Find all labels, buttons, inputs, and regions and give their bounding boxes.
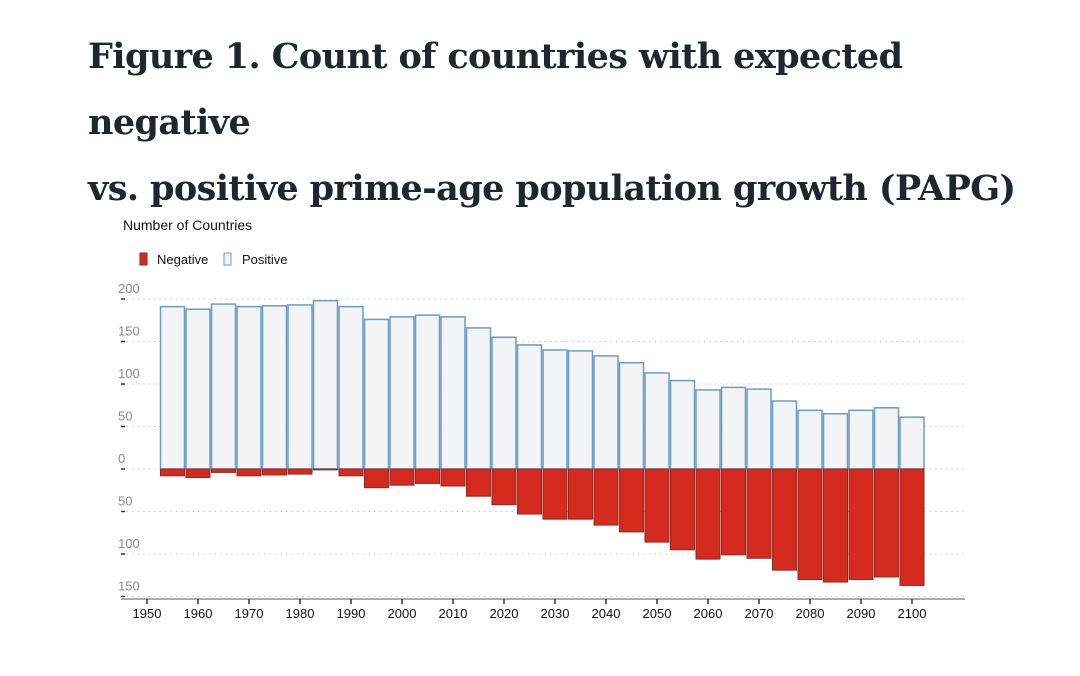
- legend-swatch-negative: [139, 252, 148, 266]
- bar-positive: [338, 305, 364, 470]
- bar-positive: [797, 409, 823, 470]
- x-tick-label: 2070: [745, 606, 774, 621]
- bar-positive: [516, 344, 543, 470]
- y-axis: 200 150 100 50 0 50 100 150: [118, 281, 140, 598]
- bar-positive: [720, 386, 747, 470]
- bar-negative: [823, 468, 848, 583]
- y-tick-label: 200: [118, 281, 140, 296]
- bar-positive: [236, 305, 262, 470]
- bar-negative: [644, 468, 670, 543]
- bar-negative: [899, 468, 925, 586]
- bar-negative: [287, 468, 313, 475]
- bar-positive: [746, 388, 772, 470]
- bar-positive: [312, 299, 339, 470]
- bar-positive: [389, 316, 415, 470]
- y-tick-label: 0: [118, 451, 125, 466]
- bar-negative: [593, 468, 619, 526]
- figure-title: Figure 1. Count of countries with expect…: [88, 24, 1048, 222]
- y-tick-label: 150: [118, 579, 140, 594]
- bar-positive: [567, 350, 594, 470]
- bar-positive: [593, 355, 619, 470]
- x-axis: 1950 1960 1970 1980 1990 2000 2010 2020 2030 2040…: [121, 598, 965, 621]
- bars: [159, 299, 925, 586]
- bar-positive: [261, 305, 288, 470]
- bar-negative: [440, 468, 466, 487]
- bar-negative: [466, 468, 491, 497]
- bar-negative: [568, 468, 593, 520]
- bar-positive: [873, 407, 900, 470]
- bar-positive: [287, 304, 313, 470]
- y-tick-label: 100: [118, 536, 140, 551]
- bar-positive: [644, 372, 670, 470]
- legend-swatch-positive: [223, 252, 232, 266]
- x-tick-label: 2050: [643, 606, 672, 621]
- x-tick-label: 2000: [388, 606, 417, 621]
- bar-negative: [670, 468, 695, 551]
- bar-negative: [415, 468, 440, 484]
- bar-positive: [210, 303, 237, 470]
- bar-negative: [313, 468, 338, 471]
- bar-positive: [899, 416, 925, 470]
- bar-negative: [848, 468, 874, 580]
- x-tick-label: 2040: [592, 606, 621, 621]
- bar-negative: [746, 468, 772, 559]
- bar-negative: [542, 468, 568, 520]
- x-tick-label: 2030: [541, 606, 570, 621]
- bar-negative: [797, 468, 823, 580]
- bar-positive: [491, 336, 517, 470]
- bar-negative: [874, 468, 899, 578]
- figure-title-line-2: vs. positive prime-age population growth…: [88, 168, 1016, 209]
- bar-negative: [160, 468, 185, 477]
- y-tick-label: 50: [118, 409, 132, 424]
- bar-positive: [185, 308, 211, 470]
- bar-positive: [822, 413, 849, 470]
- bar-positive: [440, 316, 466, 470]
- bar-negative: [211, 468, 236, 473]
- x-tick-label: 1990: [337, 606, 366, 621]
- bar-positive: [771, 400, 798, 470]
- bar-negative: [389, 468, 415, 486]
- bar-positive: [465, 327, 492, 470]
- bar-negative: [236, 468, 262, 477]
- legend-label-positive: Positive: [242, 252, 288, 267]
- y-axis-label: Number of Countries: [123, 217, 252, 233]
- bar-negative: [364, 468, 389, 489]
- bar-negative: [772, 468, 797, 571]
- bar-negative: [491, 468, 517, 506]
- bar-negative: [721, 468, 746, 556]
- bar-negative: [695, 468, 721, 560]
- bar-negative: [185, 468, 211, 478]
- figure-title-line-1: Figure 1. Count of countries with expect…: [88, 36, 903, 143]
- bar-positive: [848, 409, 874, 470]
- bar-negative: [619, 468, 644, 533]
- x-tick-label: 1980: [286, 606, 315, 621]
- x-tick-label: 2090: [847, 606, 876, 621]
- x-tick-label: 2060: [694, 606, 723, 621]
- x-tick-label: 1950: [133, 606, 162, 621]
- bar-positive: [159, 305, 186, 470]
- x-tick-label: 1960: [184, 606, 213, 621]
- bar-negative: [262, 468, 287, 476]
- bar-positive: [618, 362, 645, 470]
- bar-positive: [542, 349, 568, 470]
- y-tick-label: 50: [118, 494, 132, 509]
- bar-negative: [338, 468, 364, 477]
- bar-positive: [695, 389, 721, 470]
- x-tick-label: 2010: [439, 606, 468, 621]
- bar-positive: [414, 314, 441, 470]
- x-tick-label: 2080: [796, 606, 825, 621]
- x-tick-label: 2020: [490, 606, 519, 621]
- x-tick-label: 2100: [898, 606, 927, 621]
- bar-positive: [669, 379, 696, 470]
- x-tick-label: 1970: [235, 606, 264, 621]
- legend: Negative Positive: [139, 252, 288, 267]
- y-tick-label: 100: [118, 366, 140, 381]
- bar-negative: [517, 468, 542, 515]
- legend-label-negative: Negative: [157, 252, 208, 267]
- bar-positive: [363, 318, 390, 470]
- y-tick-label: 150: [118, 324, 140, 339]
